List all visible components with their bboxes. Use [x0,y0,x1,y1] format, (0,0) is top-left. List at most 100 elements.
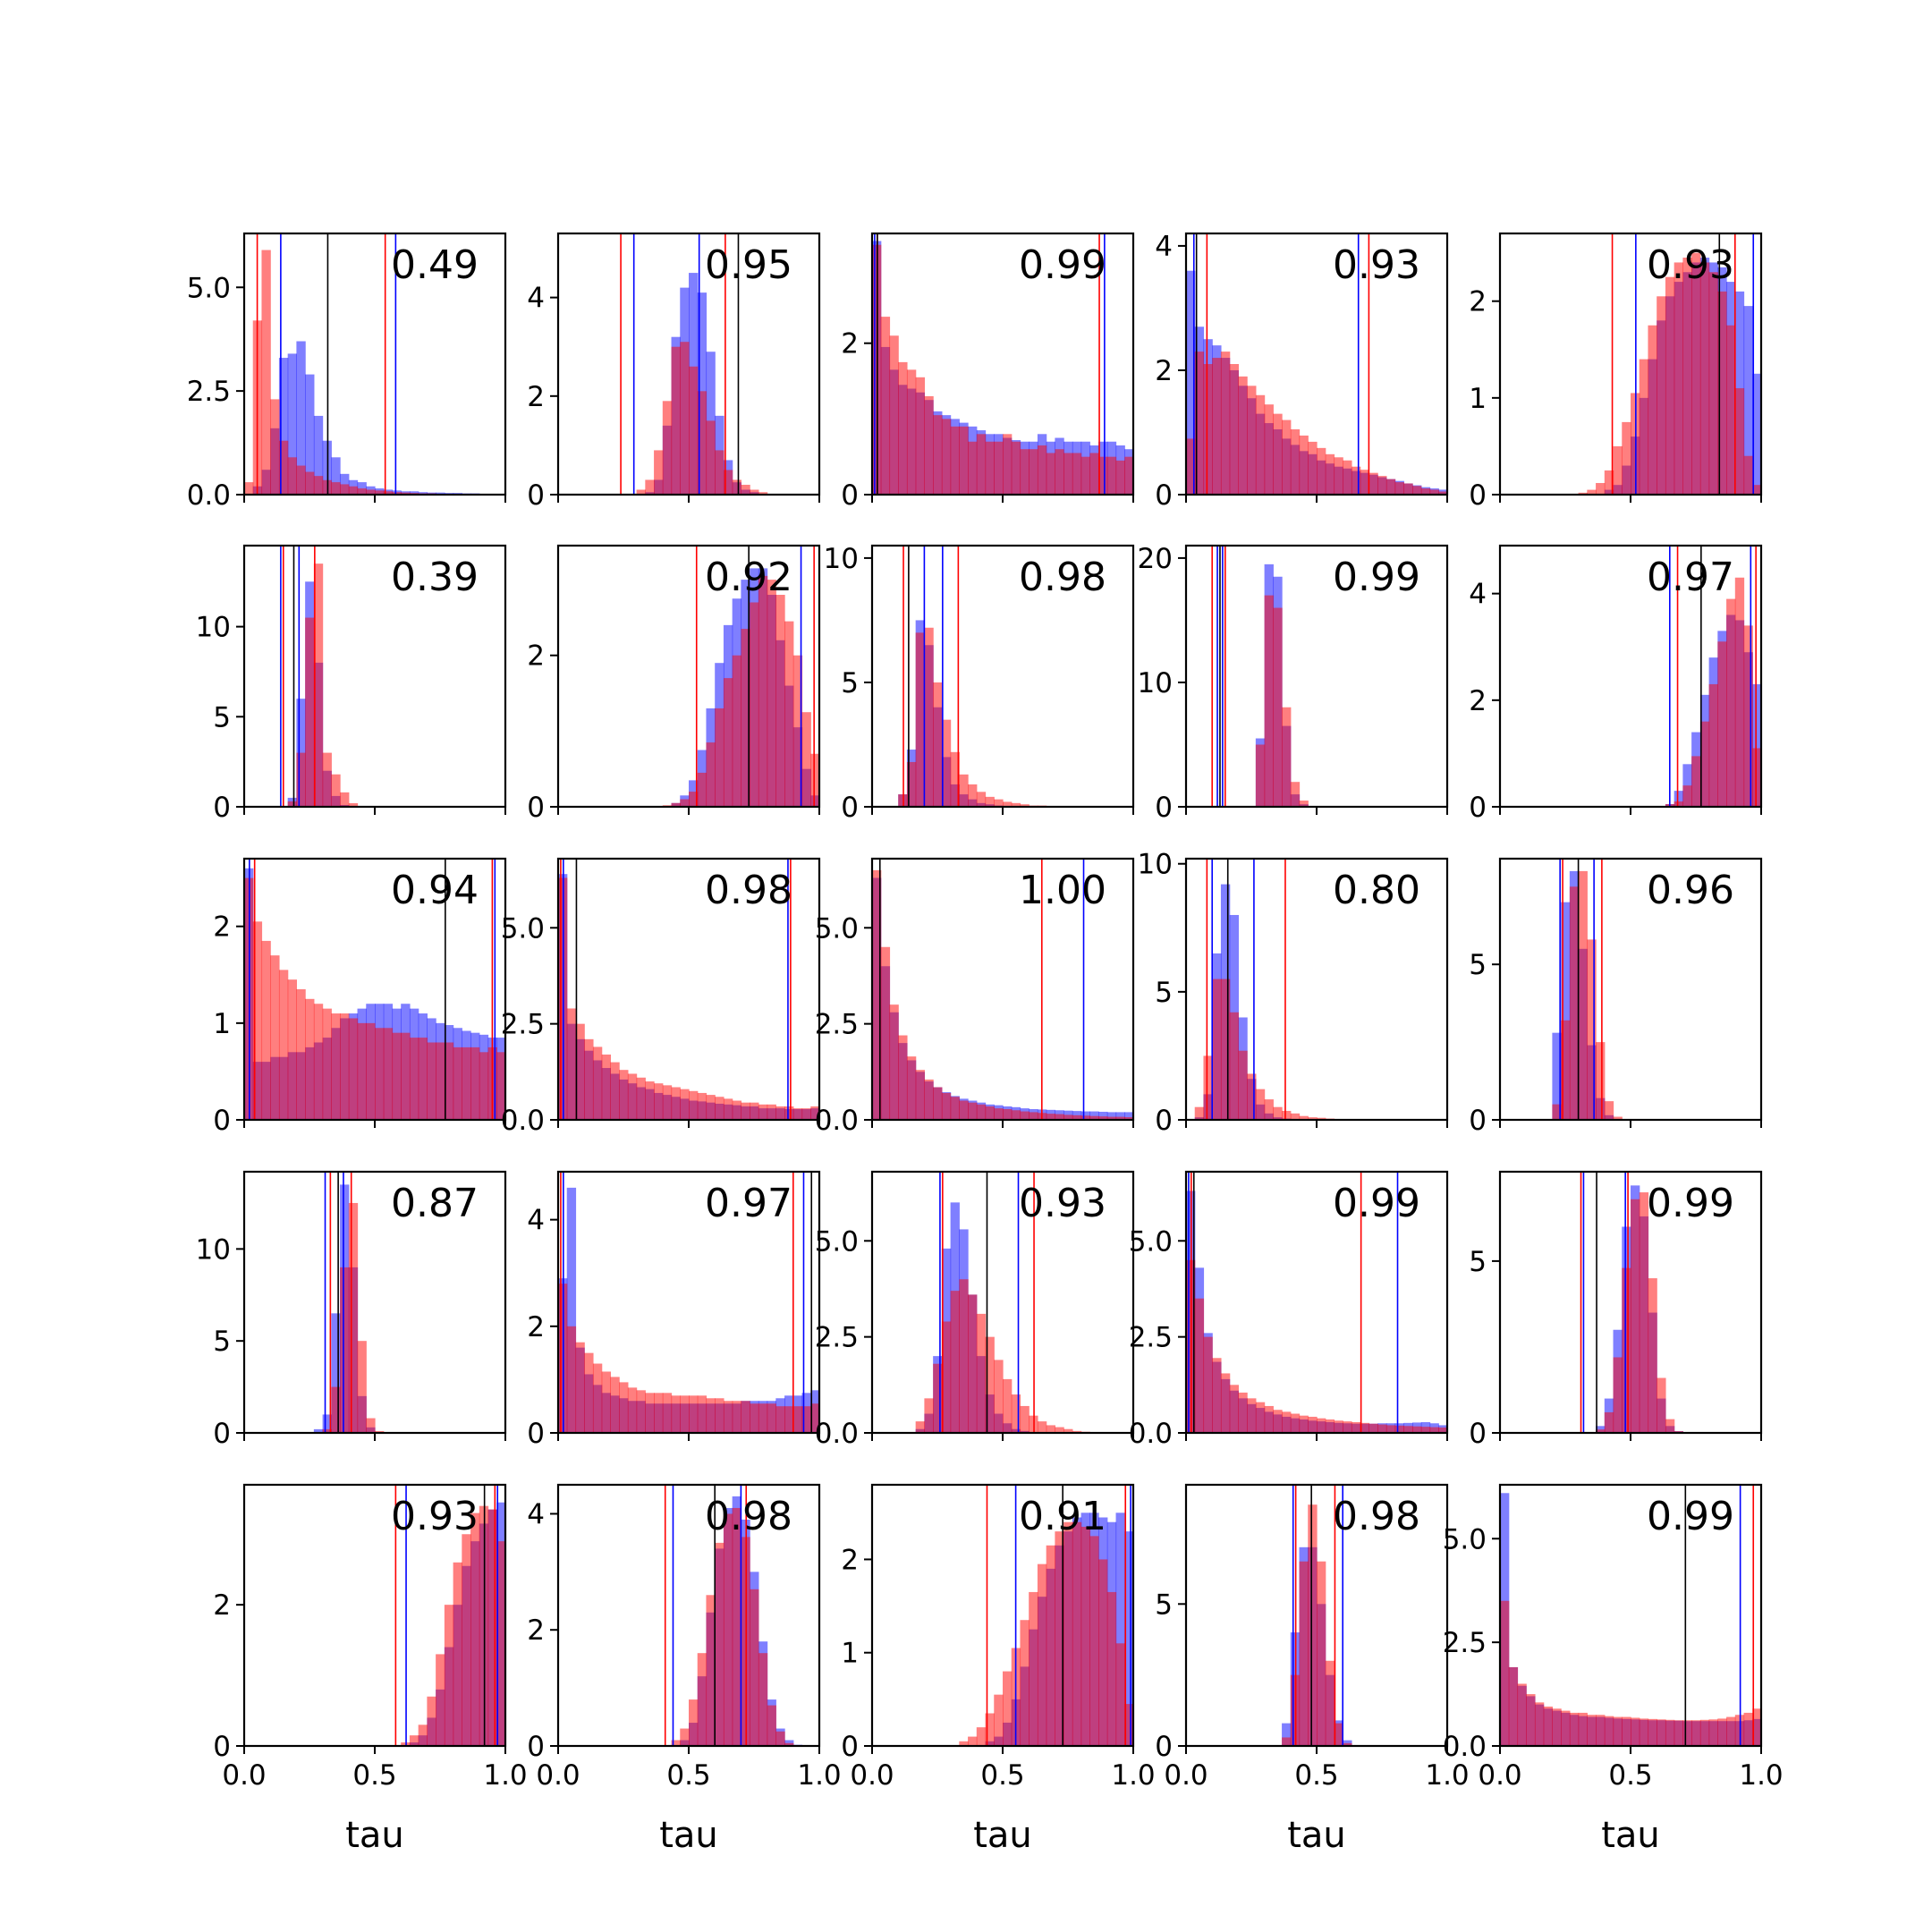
red-hist-bar [1229,1385,1239,1433]
red-hist-bar [383,1028,394,1120]
red-hist-bar [401,1032,411,1120]
red-hist-bar [1561,1020,1571,1120]
red-hist-bar [375,490,385,495]
red-hist-bar [278,440,289,495]
red-hist-bar [1098,1116,1108,1120]
red-hist-bar [767,1705,776,1746]
y-tick-label: 4 [527,283,545,315]
red-hist-bar [409,1735,419,1746]
red-hist-bar [1377,476,1387,495]
x-tick-label: 0.5 [1608,1759,1652,1792]
plot-area [280,546,359,807]
red-hist-bar [392,1032,402,1120]
red-hist-bar [697,1653,708,1746]
red-hist-bar [732,479,741,495]
red-hist-bar [1229,1012,1239,1120]
red-hist-bar [1438,1427,1447,1433]
correlation-label: 0.98 [705,868,792,913]
red-hist-bar [1596,1042,1606,1120]
red-hist-bar [662,1393,673,1433]
red-hist-bar [383,491,394,495]
red-hist-bar [941,1092,952,1120]
red-hist-bar [985,441,995,495]
red-hist-bar [584,1352,594,1433]
red-hist-bar [479,1052,489,1120]
red-hist-bar [462,1534,471,1746]
red-hist-bar [1020,1111,1030,1120]
red-hist-bar [1124,456,1133,495]
red-hist-bar [1717,1718,1727,1746]
red-hist-bar [689,1395,699,1433]
plot-area [872,233,1133,495]
red-hist-bar [340,484,350,495]
panel-r3c1: 0 1 2 0.94 [213,857,507,1137]
y-tick-label: 2 [841,1544,859,1576]
blue-hist-bar [1115,1112,1125,1120]
red-hist-bar [331,482,341,495]
red-hist-bar [601,1055,611,1120]
y-tick-label: 2 [527,1311,545,1343]
panel-r4c4: 0.0 2.5 5.0 0.99 [1129,1170,1449,1450]
red-hist-bar [1604,1411,1614,1433]
blue-hist-bar [331,1313,341,1433]
panel-r5c1: 0 2 0.0 0.5 1.0 0.93 tau [213,1483,528,1856]
red-hist-bar [784,1406,794,1433]
red-hist-bar [1029,1112,1038,1120]
red-hist-bar [941,719,952,807]
red-hist-bar [357,1341,367,1433]
blue-hist-bar [1115,1513,1125,1746]
red-hist-bar [758,1104,768,1120]
red-hist-bar [1631,1717,1640,1746]
red-hist-bar [1334,1723,1343,1746]
red-hist-bar [1734,388,1745,495]
red-hist-bar [444,1605,454,1746]
red-hist-bar [1578,870,1588,1120]
red-hist-bar [1029,1591,1038,1746]
plot-area [558,1172,819,1433]
red-hist-bar [1255,744,1266,807]
red-hist-bar [750,1589,759,1746]
red-hist-bar [366,1022,376,1120]
red-hist-bar [1046,453,1055,495]
red-hist-bar [1351,1421,1361,1433]
red-hist-bar [906,369,917,495]
red-hist-bar [750,489,759,495]
red-hist-bar [261,250,271,495]
correlation-label: 0.96 [1647,868,1734,913]
red-hist-bar [689,366,699,495]
red-hist-bar [671,1087,681,1120]
panel-r2c5: 0 2 4 0.97 [1469,544,1763,824]
red-hist-bar [627,1387,638,1433]
red-hist-bar [706,742,716,807]
y-tick-label: 0 [213,1105,231,1137]
red-hist-bar [444,1042,454,1120]
red-hist-bar [1089,1115,1099,1120]
red-hist-bar [968,441,978,495]
red-hist-bar [1055,1114,1064,1120]
red-hist-bar [1264,404,1274,495]
panel-r2c4: 0 10 20 0.99 [1138,543,1449,824]
red-hist-bar [1682,258,1692,495]
red-hist-bar [723,1098,733,1120]
red-hist-bar [1596,1715,1606,1746]
red-hist-bar [584,1038,594,1120]
red-hist-bar [261,940,271,1120]
red-hist-bar [592,1363,603,1433]
red-hist-bar [1543,1706,1553,1746]
panel-r3c3: 0.0 2.5 5.0 1.00 [815,857,1135,1137]
red-hist-bar [313,564,324,807]
red-hist-bar [470,1046,480,1120]
red-hist-bar [697,1395,708,1433]
red-hist-bar [1098,456,1108,495]
red-hist-bar [1046,1545,1055,1746]
panel-r5c4: 0 5 0.0 0.5 1.0 0.98 tau [1155,1483,1470,1856]
y-tick-label: 2 [1469,685,1487,717]
red-hist-bar [976,1313,987,1433]
red-hist-bar [610,1377,620,1433]
blue-hist-bar [1743,306,1753,495]
red-hist-bar [1299,1115,1309,1120]
red-hist-bar [375,1028,385,1120]
red-hist-bar [575,1342,585,1433]
red-hist-bar [1063,453,1073,495]
